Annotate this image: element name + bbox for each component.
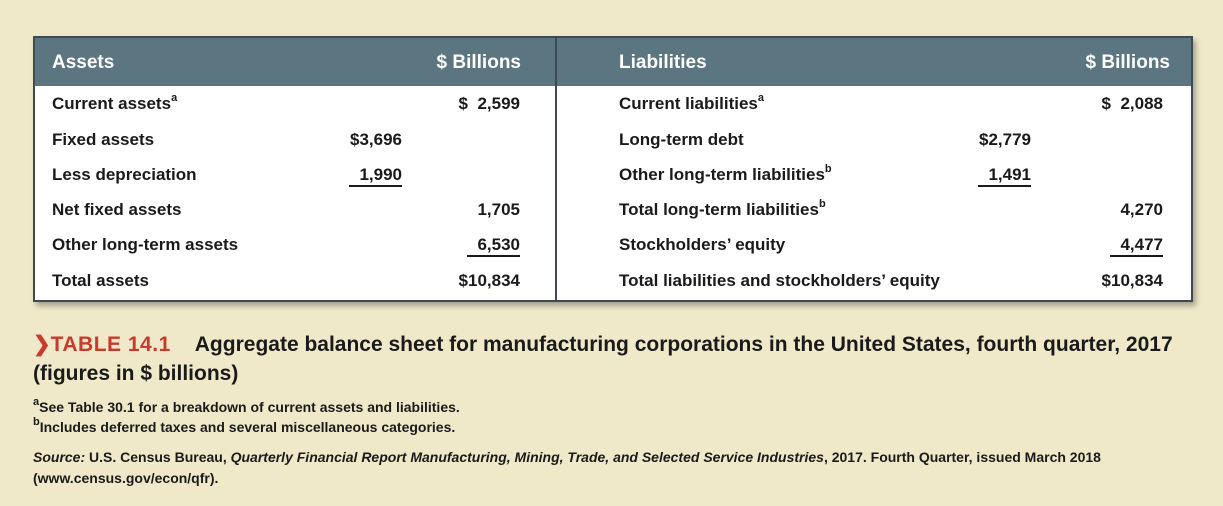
table-row: Total long-term liabilitiesb 4,270 (557, 196, 1191, 226)
row-label-text: Current assets (52, 94, 172, 113)
row-value: $ 2,599 (458, 94, 520, 113)
assets-header: Assets (52, 52, 115, 73)
footnote-a-text: See Table 30.1 for a breakdown of curren… (39, 399, 460, 415)
table-number: TABLE 14.1 (50, 333, 171, 356)
table-row: Fixed assets $3,696 (35, 126, 555, 156)
table-caption: ❯TABLE 14.1 Aggregate balance sheet for m… (33, 330, 1183, 388)
source-title: Quarterly Financial Report Manufacturing… (230, 449, 824, 465)
table-row: Net fixed assets 1,705 (35, 196, 555, 226)
table-row: Total assets $10,834 (35, 267, 555, 297)
row-value: $10,834 (1101, 271, 1163, 290)
row-subvalue: $2,779 (979, 130, 1031, 149)
row-label-text: Less depreciation (52, 165, 197, 184)
table-row: Stockholders’ equity 4,477 (557, 231, 1191, 261)
footnotes: aSee Table 30.1 for a breakdown of curre… (33, 397, 460, 437)
chevron-right-icon: ❯ (33, 333, 51, 356)
row-label: Other long-term liabilitiesb (619, 163, 832, 185)
row-subvalue: $3,696 (350, 130, 402, 149)
assets-header-row: Assets $ Billions (35, 38, 555, 86)
row-label: Total liabilities and stockholders’ equi… (619, 271, 940, 291)
table-row: Other long-term assets 6,530 (35, 231, 555, 261)
footnote-marker: b (824, 163, 832, 176)
assets-panel: Assets $ Billions Current assetsa $ 2,599… (35, 38, 557, 300)
source-prefix: U.S. Census Bureau, (89, 449, 227, 465)
table-row: Less depreciation 1,990 (35, 161, 555, 191)
row-label: Stockholders’ equity (619, 235, 785, 255)
liabilities-panel: Liabilities $ Billions Current liabiliti… (557, 38, 1191, 300)
row-label: Other long-term assets (52, 235, 238, 255)
row-label: Long-term debt (619, 130, 744, 150)
source-label: Source: (33, 449, 86, 465)
footnote-b-text: Includes deferred taxes and several misc… (39, 419, 456, 435)
row-label-text: Stockholders’ equity (619, 235, 786, 254)
table-row: Total liabilities and stockholders’ equi… (557, 267, 1191, 297)
row-label: Total assets (52, 271, 149, 291)
row-subvalue: 1,990 (349, 165, 402, 187)
footnote-marker: b (818, 198, 826, 211)
row-label-text: Current liabilities (619, 94, 758, 113)
table-row: Other long-term liabilitiesb 1,491 (557, 161, 1191, 191)
footnote-marker: a (757, 92, 764, 105)
row-label-text: Net fixed assets (52, 200, 182, 219)
caption-text: Aggregate balance sheet for manufacturin… (33, 333, 1173, 385)
footnote-a-marker: a (33, 396, 40, 409)
row-label-text: Total long-term liabilities (619, 200, 819, 219)
row-value: $ 2,088 (1101, 94, 1163, 113)
row-subvalue: 1,491 (978, 165, 1031, 187)
row-label: Current assetsa (52, 92, 178, 114)
table-row: Current assetsa $ 2,599 (35, 90, 555, 120)
row-value: 4,270 (1120, 200, 1163, 219)
row-label-text: Other long-term assets (52, 235, 239, 254)
row-value: $10,834 (458, 271, 520, 290)
row-label-text: Total assets (52, 271, 150, 290)
row-value: 1,705 (477, 200, 520, 219)
table-row: Current liabilitiesa $ 2,088 (557, 90, 1191, 120)
footnote-a: aSee Table 30.1 for a breakdown of curre… (33, 397, 460, 417)
row-label: Less depreciation (52, 165, 197, 185)
row-value: 4,477 (1110, 235, 1163, 257)
row-label-text: Long-term debt (619, 130, 744, 149)
row-label-text: Fixed assets (52, 130, 155, 149)
row-label: Fixed assets (52, 130, 154, 150)
liabilities-header: Liabilities (619, 52, 707, 73)
footnote-b-marker: b (33, 416, 40, 429)
row-label: Current liabilitiesa (619, 92, 764, 114)
footnote-marker: a (171, 92, 178, 105)
liabilities-header-row: Liabilities $ Billions (557, 38, 1191, 86)
liabilities-units-header: $ Billions (1085, 52, 1170, 73)
row-label-text: Other long-term liabilities (619, 165, 825, 184)
assets-units-header: $ Billions (436, 52, 521, 73)
balance-sheet-table: Assets $ Billions Current assetsa $ 2,599… (33, 36, 1193, 302)
row-label: Total long-term liabilitiesb (619, 198, 826, 220)
row-label: Net fixed assets (52, 200, 181, 220)
row-value: 6,530 (467, 235, 520, 257)
table-row: Long-term debt $2,779 (557, 126, 1191, 156)
source-note: Source: U.S. Census Bureau, Quarterly Fi… (33, 447, 1193, 489)
row-label-text: Total liabilities and stockholders’ equi… (619, 271, 940, 290)
source-suffix: , 2017. Fourth Quarter, issued March 201… (33, 449, 1101, 486)
footnote-b: bIncludes deferred taxes and several mis… (33, 417, 460, 437)
